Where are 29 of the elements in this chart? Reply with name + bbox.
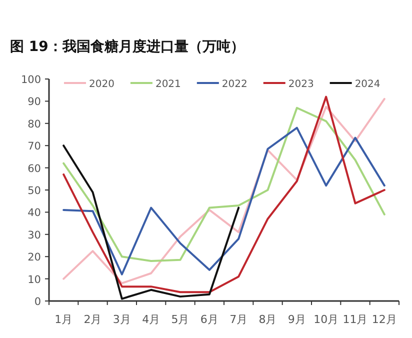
y-tick-label: 0 [34,296,41,308]
y-tick-label: 20 [28,252,41,264]
x-tick-label: 10月 [314,313,339,326]
y-tick-label: 90 [28,96,41,108]
y-tick-label: 60 [28,162,41,175]
legend-label: 2024 [354,79,380,90]
x-tick-label: 12月 [372,313,397,326]
x-tick-label: 8月 [258,313,277,326]
x-tick-label: 2月 [84,313,102,326]
y-tick-label: 30 [28,229,41,242]
legend-label: 2022 [222,79,248,90]
y-tick-label: 70 [28,140,41,153]
y-tick-label: 10 [28,274,41,286]
x-tick-label: 5月 [171,313,190,326]
x-tick-label: 3月 [112,313,131,326]
legend-label: 2020 [89,79,114,90]
y-tick-label: 50 [28,185,41,197]
legend-label: 2023 [288,79,314,90]
x-tick-label: 1月 [54,313,73,326]
y-tick-label: 80 [28,118,41,130]
chart-title: 图 19：我国食糖月度进口量（万吨） [10,38,244,55]
x-tick-label: 9月 [288,313,306,326]
x-tick-label: 4月 [142,313,160,326]
x-tick-label: 11月 [342,313,368,326]
y-tick-label: 100 [20,74,41,86]
x-tick-label: 7月 [230,313,248,326]
x-tick-label: 6月 [200,313,218,326]
legend-label: 2021 [155,79,181,90]
y-tick-label: 40 [28,207,41,220]
